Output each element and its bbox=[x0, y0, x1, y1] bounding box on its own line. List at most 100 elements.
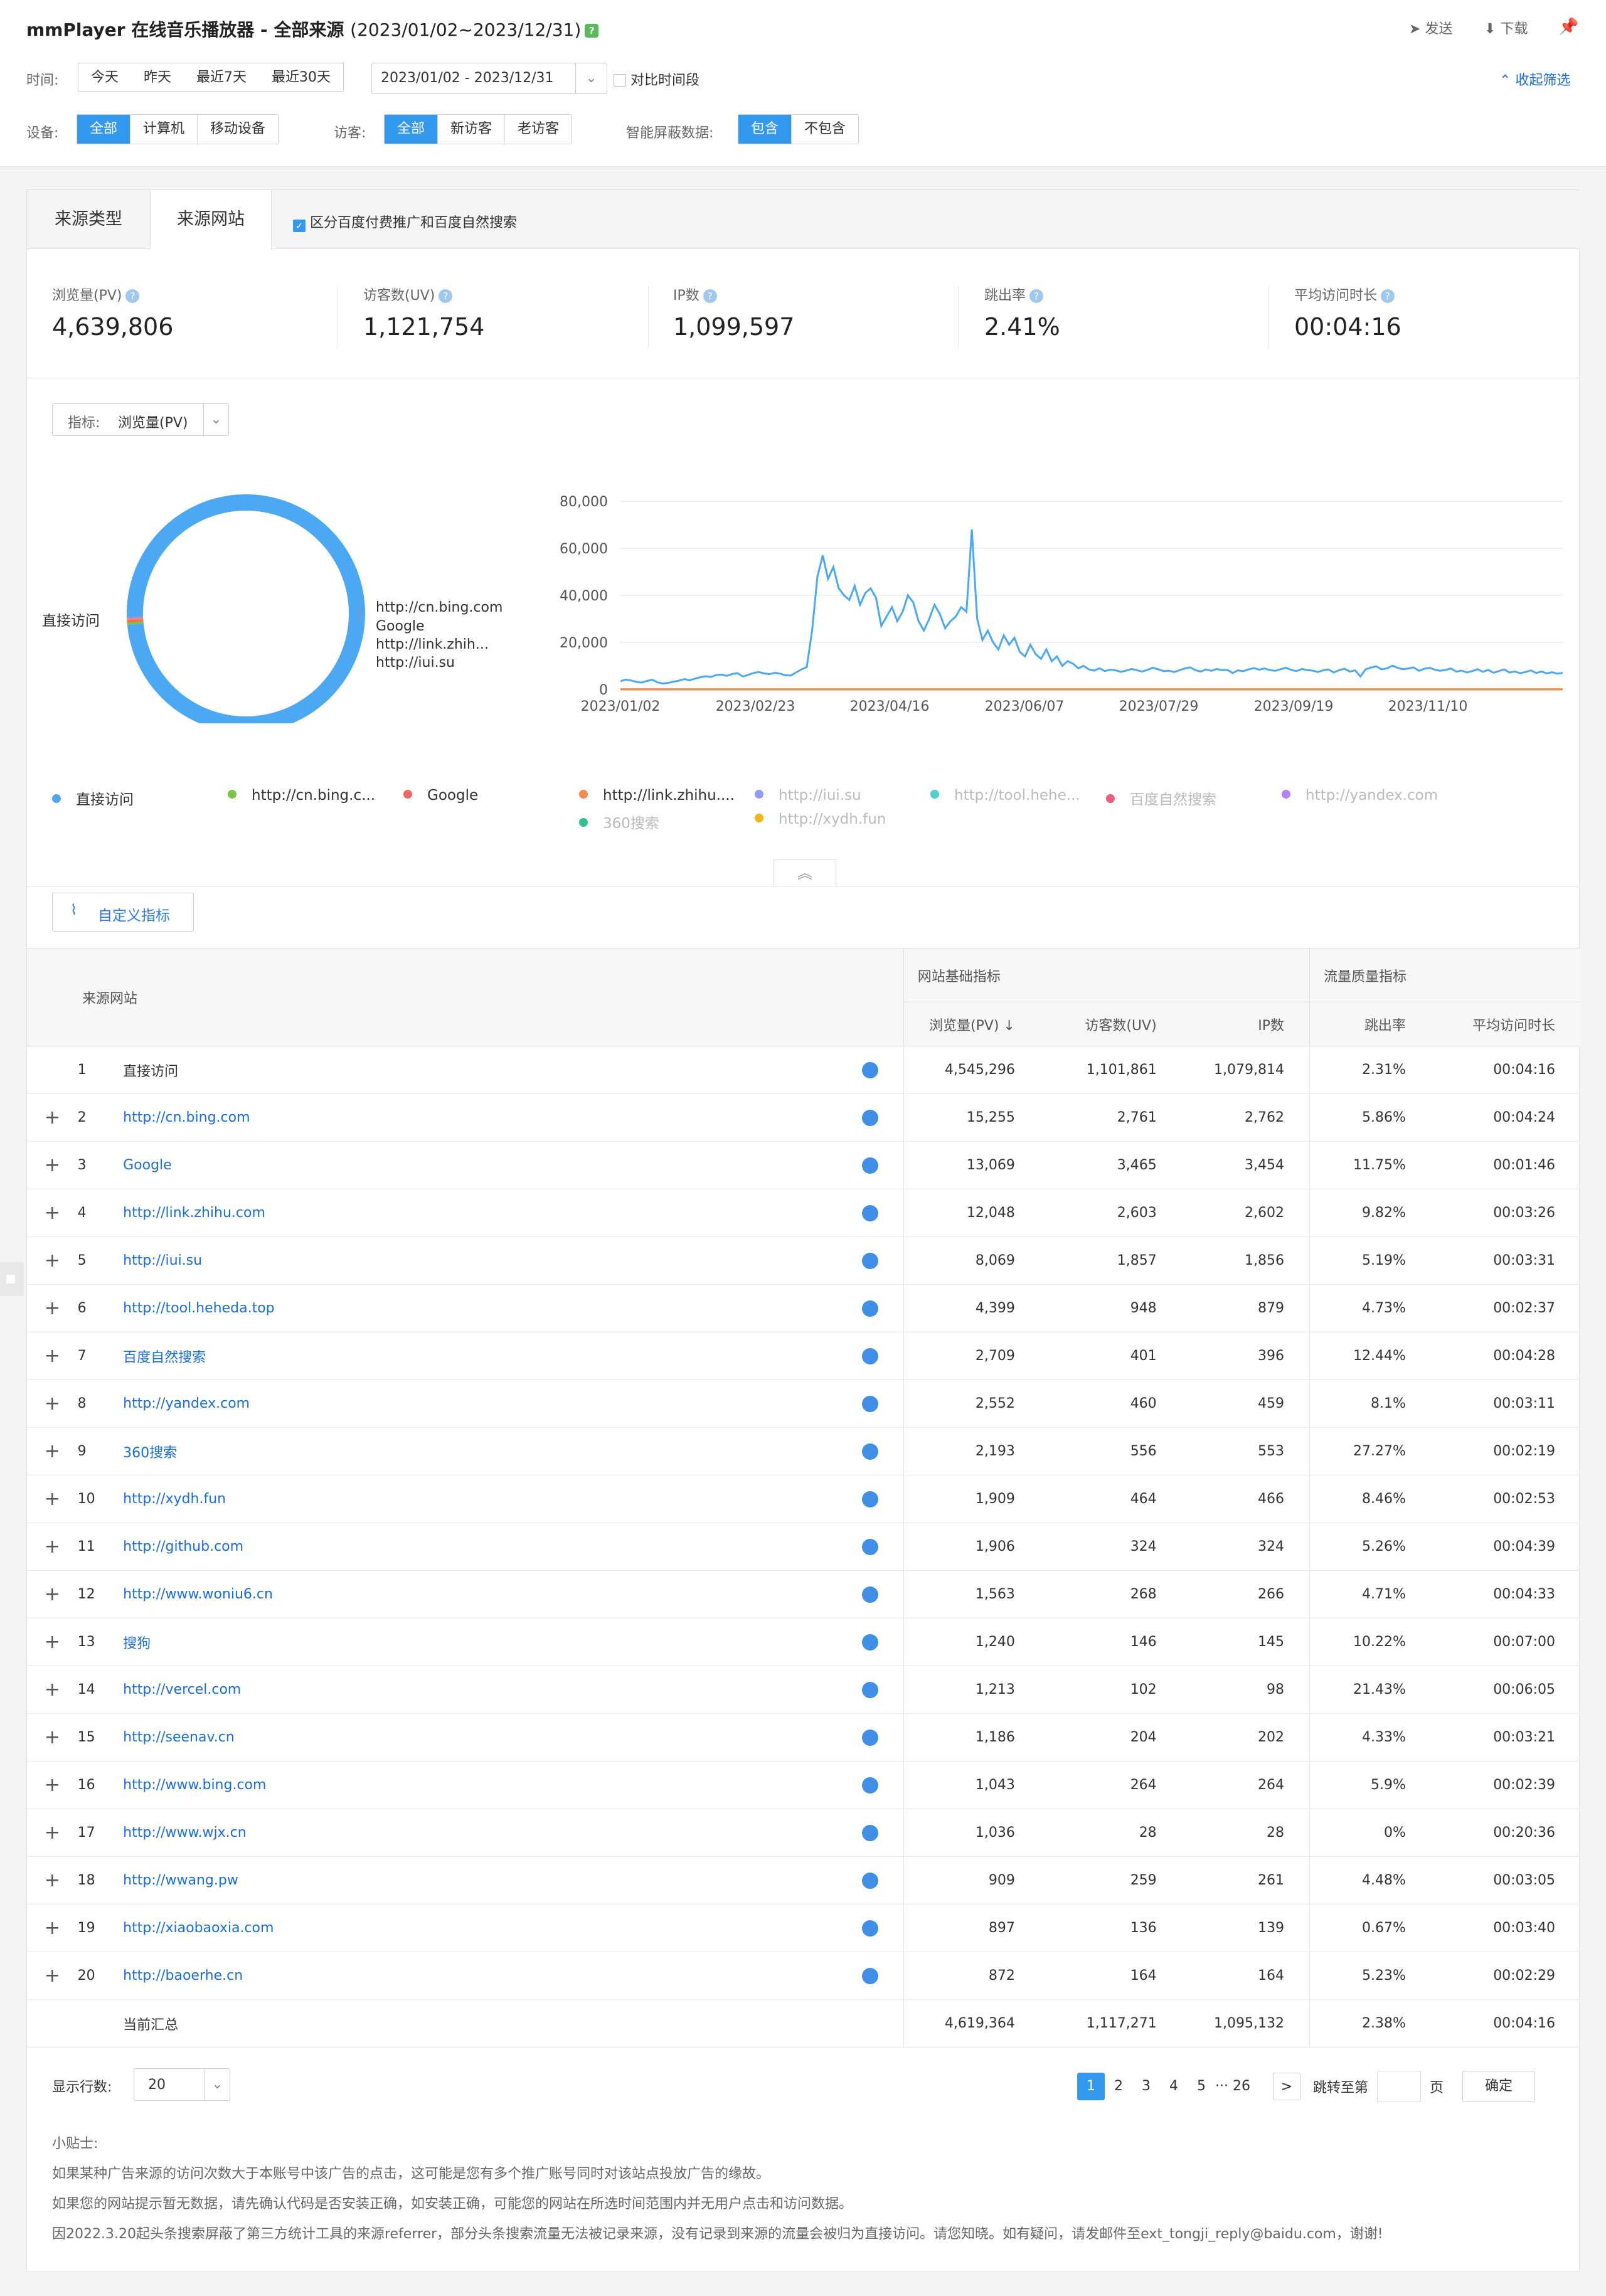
row-source-name[interactable]: http://github.com bbox=[123, 1539, 244, 1555]
row-source-name[interactable]: http://www.wjx.cn bbox=[123, 1825, 247, 1841]
trend-chart-icon[interactable] bbox=[861, 1824, 878, 1841]
row-source-name[interactable]: http://baoerhe.cn bbox=[123, 1968, 243, 1984]
pie-slice[interactable] bbox=[127, 619, 144, 623]
rows-per-page-select[interactable]: 20 ⌄ bbox=[134, 2068, 230, 2101]
legend-item[interactable]: http://iui.su bbox=[755, 787, 861, 804]
trend-chart-icon[interactable] bbox=[861, 1347, 878, 1364]
help-icon[interactable]: ? bbox=[585, 24, 599, 38]
row-source-name[interactable]: http://yandex.com bbox=[123, 1396, 250, 1411]
expand-plus-icon[interactable]: + bbox=[44, 1774, 60, 1796]
expand-plus-icon[interactable]: + bbox=[44, 1536, 60, 1558]
col-avg-duration[interactable]: 平均访问时长 bbox=[1424, 1002, 1580, 1046]
send-button[interactable]: ➤ 发送 bbox=[1409, 21, 1453, 37]
chevron-double-up-icon[interactable]: ︽ bbox=[774, 859, 836, 887]
col-bounce-rate[interactable]: 跳出率 bbox=[1309, 1002, 1425, 1046]
legend-item[interactable]: 百度自然搜索 bbox=[1106, 787, 1216, 809]
expand-plus-icon[interactable]: + bbox=[44, 1202, 60, 1224]
trend-chart-icon[interactable] bbox=[861, 1443, 878, 1460]
shield-include-button[interactable]: 包含 bbox=[738, 115, 792, 144]
col-pv[interactable]: 浏览量(PV) ↓ bbox=[903, 1002, 1029, 1046]
custom-metrics-button[interactable]: ⌇ 自定义指标 bbox=[52, 893, 194, 932]
expand-plus-icon[interactable]: + bbox=[44, 1726, 60, 1748]
row-source-name[interactable]: http://wwang.pw bbox=[123, 1873, 238, 1888]
pie-slice[interactable] bbox=[127, 617, 144, 620]
expand-plus-icon[interactable]: + bbox=[44, 1965, 60, 1987]
expand-plus-icon[interactable]: + bbox=[44, 1440, 60, 1462]
row-source-name[interactable]: http://www.woniu6.cn bbox=[123, 1586, 273, 1602]
row-source-name[interactable]: http://iui.su bbox=[123, 1253, 203, 1268]
compare-checkbox[interactable] bbox=[614, 74, 626, 87]
expand-plus-icon[interactable]: + bbox=[44, 1345, 60, 1367]
row-source-name[interactable]: 360搜索 bbox=[123, 1445, 178, 1461]
page-2[interactable]: 2 bbox=[1114, 2078, 1123, 2094]
page-last[interactable]: 26 bbox=[1233, 2078, 1250, 2094]
indicator-select[interactable]: 指标: 浏览量(PV) ⌄ bbox=[52, 403, 229, 436]
expand-plus-icon[interactable]: + bbox=[44, 1631, 60, 1653]
row-source-name[interactable]: http://seenav.cn bbox=[123, 1730, 235, 1745]
row-source-name[interactable]: 搜狗 bbox=[123, 1635, 151, 1652]
info-icon[interactable]: ? bbox=[1381, 289, 1395, 303]
trend-chart-icon[interactable] bbox=[861, 1395, 878, 1412]
tab-source-type[interactable]: 来源类型 bbox=[55, 210, 122, 229]
legend-item[interactable]: http://yandex.com bbox=[1282, 787, 1438, 804]
visitor-new-button[interactable]: 新访客 bbox=[437, 115, 504, 144]
trend-chart-icon[interactable] bbox=[861, 1777, 878, 1794]
col-uv[interactable]: 访客数(UV) bbox=[1028, 1002, 1171, 1046]
trend-chart-icon[interactable] bbox=[861, 1204, 878, 1221]
compare-toggle[interactable]: 对比时间段 bbox=[614, 69, 699, 89]
baidu-split-toggle[interactable]: ✓ 区分百度付费推广和百度自然搜索 bbox=[293, 211, 517, 232]
expand-plus-icon[interactable]: + bbox=[44, 1107, 60, 1129]
row-source-name[interactable]: http://vercel.com bbox=[123, 1682, 242, 1698]
row-source-name[interactable]: http://tool.heheda.top bbox=[123, 1300, 275, 1316]
trend-chart-icon[interactable] bbox=[861, 1634, 878, 1650]
chevron-down-icon[interactable]: ⌄ bbox=[575, 63, 607, 93]
trend-chart-icon[interactable] bbox=[861, 1061, 878, 1078]
page-4[interactable]: 4 bbox=[1169, 2078, 1178, 2094]
trend-chart-icon[interactable] bbox=[861, 1491, 878, 1507]
legend-item[interactable]: 直接访问 bbox=[52, 787, 134, 809]
info-icon[interactable]: ? bbox=[125, 289, 140, 303]
expand-plus-icon[interactable]: + bbox=[44, 1917, 60, 1939]
trend-chart-icon[interactable] bbox=[861, 1872, 878, 1889]
trend-chart-icon[interactable] bbox=[861, 1252, 878, 1269]
visitor-returning-button[interactable]: 老访客 bbox=[504, 115, 572, 144]
row-source-name[interactable]: 百度自然搜索 bbox=[123, 1349, 206, 1366]
page-5[interactable]: 5 bbox=[1197, 2078, 1206, 2094]
legend-item[interactable]: Google bbox=[403, 787, 478, 804]
page-3[interactable]: 3 bbox=[1142, 2078, 1151, 2094]
expand-plus-icon[interactable]: + bbox=[44, 1250, 60, 1272]
pin-icon[interactable]: 📌 bbox=[1558, 18, 1579, 36]
expand-plus-icon[interactable]: + bbox=[44, 1869, 60, 1891]
checkbox-checked-icon[interactable]: ✓ bbox=[293, 220, 306, 232]
expand-plus-icon[interactable]: + bbox=[44, 1154, 60, 1176]
row-source-name[interactable]: http://xydh.fun bbox=[123, 1491, 226, 1507]
device-computer-button[interactable]: 计算机 bbox=[130, 115, 197, 144]
pie-slice[interactable] bbox=[127, 616, 144, 619]
row-source-name[interactable]: http://link.zhihu.com bbox=[123, 1205, 265, 1221]
next-page-button[interactable]: > bbox=[1273, 2073, 1300, 2100]
jump-confirm-button[interactable]: 确定 bbox=[1462, 2071, 1536, 2102]
expand-plus-icon[interactable]: + bbox=[44, 1297, 60, 1319]
expand-plus-icon[interactable]: + bbox=[44, 1822, 60, 1844]
row-source-name[interactable]: http://www.bing.com bbox=[123, 1777, 267, 1793]
row-source-name[interactable]: Google bbox=[123, 1157, 172, 1173]
trend-chart-icon[interactable] bbox=[861, 1157, 878, 1174]
sort-down-icon[interactable]: ↓ bbox=[1003, 1018, 1015, 1034]
time-7days-button[interactable]: 最近7天 bbox=[184, 63, 260, 92]
pie-slice[interactable] bbox=[127, 621, 144, 625]
jump-page-input[interactable] bbox=[1377, 2071, 1422, 2102]
info-icon[interactable]: ? bbox=[703, 289, 717, 303]
legend-item[interactable]: http://xydh.fun bbox=[755, 811, 886, 827]
trend-chart-icon[interactable] bbox=[861, 1681, 878, 1698]
legend-item[interactable]: http://link.zhihu.... bbox=[579, 787, 735, 804]
device-mobile-button[interactable]: 移动设备 bbox=[197, 115, 278, 144]
chevron-down-icon[interactable]: ⌄ bbox=[203, 404, 228, 435]
trend-chart-icon[interactable] bbox=[861, 1538, 878, 1555]
legend-item[interactable]: http://cn.bing.c... bbox=[228, 787, 375, 804]
device-all-button[interactable]: 全部 bbox=[77, 115, 130, 144]
visitor-all-button[interactable]: 全部 bbox=[385, 115, 438, 144]
tab-source-site[interactable]: 来源网站 bbox=[150, 190, 272, 250]
row-source-name[interactable]: http://xiaobaoxia.com bbox=[123, 1920, 274, 1936]
legend-item[interactable]: http://tool.hehe... bbox=[930, 787, 1080, 804]
time-today-button[interactable]: 今天 bbox=[78, 63, 132, 92]
